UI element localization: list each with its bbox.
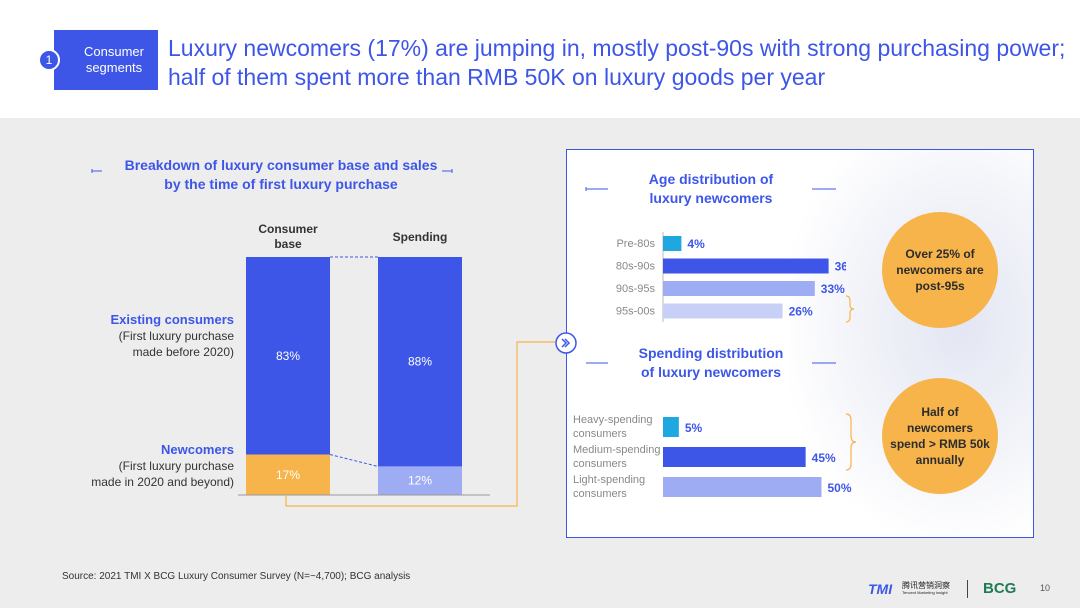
source-note: Source: 2021 TMI X BCG Luxury Consumer S… [62, 571, 411, 582]
stacked-chart-title-line2: by the time of first luxury purchase [164, 176, 398, 192]
page-number: 10 [1040, 583, 1051, 593]
label-existing-0: 83% [276, 349, 300, 363]
spend-chart-title-line1: Spending distribution [638, 345, 784, 361]
label-newcomer-0: 17% [276, 468, 300, 482]
tmi-logo-cn: 腾讯营销洞察 [902, 581, 950, 590]
newcomer-connector [285, 341, 555, 507]
age-chart-title-line2: luxury newcomers [649, 190, 773, 206]
chart-title-bracket [91, 169, 453, 173]
spend-category-0-a: Heavy-spending [573, 414, 653, 426]
spend-category-0-b: consumers [573, 428, 627, 440]
spend-bar-0 [663, 417, 679, 437]
tmi-logo-text: 腾讯营销洞察 Tencent Marketing Insight [902, 581, 950, 595]
age-category-1: 80s-90s [616, 261, 656, 273]
newcomers-desc1: (First luxury purchase [118, 459, 234, 473]
age-bar-3 [663, 303, 783, 319]
arrow-right-icon [555, 332, 577, 354]
age-category-3: 95s-00s [616, 306, 656, 318]
tmi-logo: TMI [868, 581, 893, 597]
bar-newcomer-0 [246, 454, 330, 495]
newcomers-title: Newcomers [161, 442, 234, 457]
existing-consumers-desc1: (First luxury purchase [118, 329, 234, 343]
segment-number-badge: 1 [38, 49, 60, 71]
age-chart-title-line1: Age distribution of [648, 171, 774, 187]
spend-value-1: 45% [812, 451, 836, 465]
existing-consumers-title: Existing consumers [110, 312, 234, 327]
post-95s-callout: Over 25% of newcomers are post-95s [882, 212, 998, 328]
age-value-3: 26% [789, 305, 813, 319]
spend-category-1-a: Medium-spending [573, 444, 660, 456]
bcg-logo: BCG [983, 580, 1017, 597]
age-brace [845, 295, 855, 323]
existing-consumers-desc2: made before 2020) [132, 345, 234, 359]
age-category-2: 90s-95s [616, 283, 656, 295]
segment-label: Consumer segments [84, 44, 144, 75]
spend-chart-title: Spending distribution of luxury newcomer… [581, 344, 841, 382]
bar-existing-1 [378, 257, 462, 467]
age-chart-title: Age distribution of luxury newcomers [581, 170, 841, 208]
label-newcomer-1: 12% [408, 474, 432, 488]
newcomers-label: Newcomers (First luxury purchase made in… [91, 442, 234, 490]
spend-brace [845, 413, 857, 471]
spend-bar-chart: Heavy-spending consumers 5% Medium-spending… [573, 414, 852, 500]
age-bar-chart: Pre-80s 4% 80s-90s 36% 90s-95s 33% 95s-00s 26% [616, 232, 846, 322]
age-bar-2 [663, 281, 815, 296]
footer-divider [967, 580, 968, 598]
category-label-0-0: Consumer [258, 222, 318, 236]
dash-split [329, 454, 379, 467]
bar-newcomer-1 [378, 466, 462, 495]
age-value-0: 4% [687, 237, 705, 251]
age-bar-0 [663, 236, 682, 251]
age-value-1: 36% [835, 260, 846, 274]
spend-value-0: 5% [685, 421, 703, 435]
age-category-0: Pre-80s [616, 238, 655, 250]
page-headline: Luxury newcomers (17%) are jumping in, m… [168, 35, 1066, 90]
high-spend-callout: Half of newcomers spend > RMB 50k annual… [882, 378, 998, 494]
stacked-chart-title: Breakdown of luxury consumer base and sa… [96, 156, 466, 194]
spend-value-2: 50% [828, 481, 852, 495]
bar-existing-0 [246, 257, 330, 455]
spend-title-bracket [586, 362, 836, 364]
spend-category-2-a: Light-spending [573, 474, 645, 486]
spend-bar-1 [663, 447, 806, 467]
spend-category-2-b: consumers [573, 488, 627, 500]
spend-chart-title-line2: of luxury newcomers [640, 364, 782, 380]
age-value-2: 33% [821, 282, 845, 296]
spend-bar-2 [663, 477, 822, 497]
header: Consumer segments 1 Luxury newcomers (17… [0, 0, 1080, 118]
tmi-logo-en: Tencent Marketing Insight [902, 590, 948, 595]
category-label-0-1: base [274, 237, 302, 251]
spend-category-1-b: consumers [573, 458, 627, 470]
stacked-chart-title-line1: Breakdown of luxury consumer base and sa… [124, 157, 438, 173]
newcomers-desc2: made in 2020 and beyond) [91, 475, 234, 489]
existing-consumers-label: Existing consumers (First luxury purchas… [110, 312, 234, 360]
age-bar-1 [663, 258, 829, 274]
category-label-1-0: Spending [393, 230, 448, 244]
label-existing-1: 88% [408, 355, 432, 369]
segment-tag: Consumer segments [54, 30, 158, 90]
age-title-bracket [585, 187, 836, 191]
